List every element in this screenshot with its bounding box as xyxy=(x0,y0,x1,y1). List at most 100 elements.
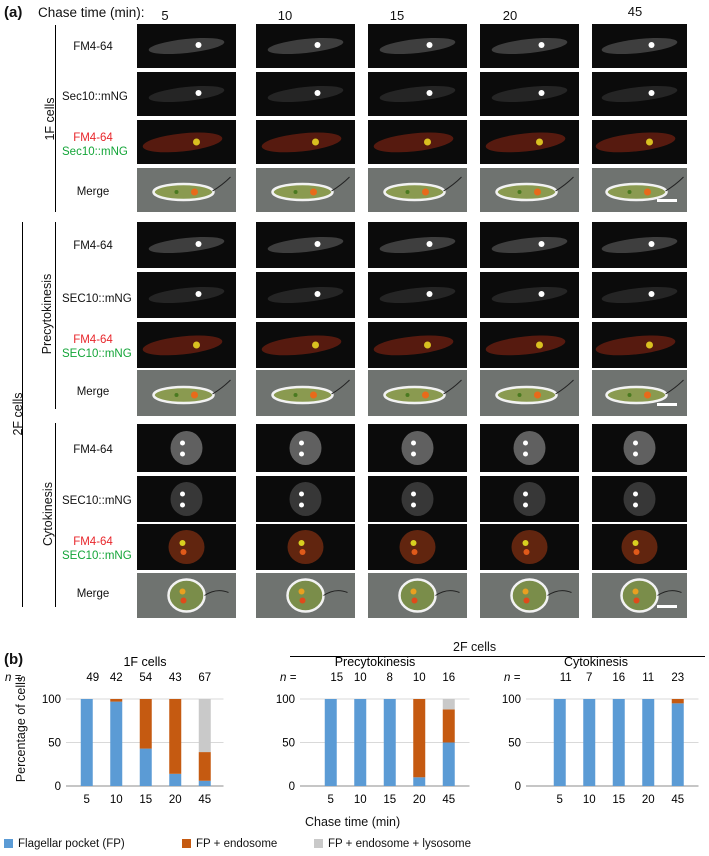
micrograph-image xyxy=(267,37,344,55)
micrograph-image xyxy=(595,132,676,153)
micrograph-pre-overlay-t10 xyxy=(256,322,355,368)
micrograph-cyto-fm464-t5 xyxy=(137,424,236,472)
micrograph-1f-merge-t45 xyxy=(592,168,687,212)
scale-bar xyxy=(657,403,677,406)
overlay-label-green: Sec10::mNG xyxy=(62,146,128,158)
chart-3-n-label: 16 xyxy=(612,672,625,684)
legend-label-fp-endosome-lysosome: FP + endosome + lysosome xyxy=(328,838,471,850)
legend-label-fp: Flagellar pocket (FP) xyxy=(18,838,125,850)
chart-1-xtick-label: 45 xyxy=(198,794,211,806)
micrograph-1f-merge-t5 xyxy=(137,168,236,212)
micrograph-pre-merge-t5 xyxy=(137,370,236,416)
chart-3-bar-45-series-1 xyxy=(671,703,684,786)
micrograph-image xyxy=(601,286,678,304)
chart-3-xtick-label: 20 xyxy=(642,794,655,806)
micrograph-cyto-fm464-t45 xyxy=(592,424,687,472)
micrograph-image xyxy=(286,578,348,613)
micrograph-image xyxy=(267,286,344,304)
micrograph-pre-overlay-t5 xyxy=(137,322,236,368)
micrograph-cyto-sec10-t5 xyxy=(137,476,236,522)
micrograph-pre-sec10-t10 xyxy=(256,272,355,318)
chart-2-xtick-label: 45 xyxy=(442,794,455,806)
micrograph-cyto-sec10-t15 xyxy=(368,476,467,522)
legend-label-fp-endosome: FP + endosome xyxy=(196,838,278,850)
column-header-5: 5 xyxy=(161,8,169,23)
bracket-2f xyxy=(22,222,23,607)
micrograph-cyto-fm464-t10 xyxy=(256,424,355,472)
chart-3-bar-15-series-1 xyxy=(612,699,625,786)
chart-3-xtick-label: 15 xyxy=(612,794,625,806)
micrograph-image xyxy=(170,431,203,465)
bracket-cytokinesis xyxy=(55,423,56,607)
chart-1-ytick-label: 50 xyxy=(48,738,61,750)
micrograph-image xyxy=(148,236,225,254)
chart-1-ytick-label: 0 xyxy=(55,781,61,793)
chart-1-xtick-label: 5 xyxy=(84,794,90,806)
row-label-1f-sec10: Sec10::mNG xyxy=(62,91,128,103)
micrograph-image xyxy=(148,286,225,304)
chart-3-title: Cytokinesis xyxy=(564,655,628,669)
micrograph-image xyxy=(623,431,656,465)
row-label-1f-fm464: FM4-64 xyxy=(73,41,113,53)
chart-2-n-label: 8 xyxy=(387,672,393,684)
chart-1-bar-15-series-2 xyxy=(139,699,152,749)
micrograph-cyto-overlay-t10 xyxy=(256,524,355,570)
micrograph-1f-fm464-t10 xyxy=(256,24,355,68)
micrograph-image xyxy=(605,176,684,202)
micrograph-image xyxy=(267,85,344,103)
micrograph-image xyxy=(601,85,678,103)
micrograph-1f-fm464-t20 xyxy=(480,24,579,68)
micrograph-1f-sec10-t45 xyxy=(592,72,687,116)
micrograph-pre-fm464-t5 xyxy=(137,222,236,268)
row-label-pre-fm464: FM4-64 xyxy=(73,240,113,252)
micrograph-image xyxy=(267,236,344,254)
micrograph-pre-overlay-t15 xyxy=(368,322,467,368)
chart-3-ytick-label: 50 xyxy=(508,738,521,750)
micrograph-pre-sec10-t15 xyxy=(368,272,467,318)
micrograph-1f-fm464-t15 xyxy=(368,24,467,68)
chart-1-n-label: 42 xyxy=(110,672,123,684)
row-label-cyto-sec10: SEC10::mNG xyxy=(62,495,132,507)
bracket-precytokinesis xyxy=(55,222,56,409)
micrograph-1f-overlay-t20 xyxy=(480,120,579,164)
chart-2-xtick-label: 20 xyxy=(413,794,426,806)
micrograph-1f-merge-t15 xyxy=(368,168,467,212)
micrograph-image xyxy=(620,578,682,613)
micrograph-1f-overlay-t5 xyxy=(137,120,236,164)
chart-2-ytick-label: 50 xyxy=(282,738,295,750)
legend-item-fp-endosome: FP + endosome xyxy=(182,838,277,850)
micrograph-image xyxy=(513,482,546,516)
chart-1-bar-10-series-2 xyxy=(110,699,123,702)
micrograph-image xyxy=(601,236,678,254)
chart-2-ytick-label: 0 xyxy=(289,781,295,793)
legend-swatch-fp-endosome-lysosome xyxy=(314,839,323,848)
micrograph-1f-overlay-t10 xyxy=(256,120,355,164)
group-rule-2f-chart xyxy=(290,656,705,657)
micrograph-image xyxy=(167,578,229,613)
panel-b-label: (b) xyxy=(4,651,24,668)
micrograph-image xyxy=(289,482,322,516)
legend-item-fp: Flagellar pocket (FP) xyxy=(4,838,125,850)
micrograph-cyto-fm464-t20 xyxy=(480,424,579,472)
micrograph-pre-sec10-t20 xyxy=(480,272,579,318)
chart-2-bar-5-series-1 xyxy=(324,699,337,786)
micrograph-image xyxy=(261,335,342,356)
micrograph-pre-merge-t45 xyxy=(592,370,687,416)
chart-2-n-label: 16 xyxy=(442,672,455,684)
chart-2-n-label: 10 xyxy=(413,672,426,684)
micrograph-cyto-sec10-t45 xyxy=(592,476,687,522)
micrograph-cyto-overlay-t15 xyxy=(368,524,467,570)
micrograph-cyto-overlay-t20 xyxy=(480,524,579,570)
row-label-pre-sec10: SEC10::mNG xyxy=(62,293,132,305)
micrograph-image xyxy=(379,37,456,55)
micrograph-cyto-merge-t20 xyxy=(480,573,579,618)
micrograph-image xyxy=(491,236,568,254)
chart-2-ytick-label: 100 xyxy=(276,694,295,706)
column-header-10: 10 xyxy=(277,8,293,23)
overlay-label-red: FM4-64 xyxy=(73,334,113,346)
chart-1-xtick-label: 15 xyxy=(139,794,152,806)
micrograph-image xyxy=(401,431,434,465)
legend-swatch-fp xyxy=(4,839,13,848)
chart-xlabel: Chase time (min) xyxy=(305,815,401,829)
